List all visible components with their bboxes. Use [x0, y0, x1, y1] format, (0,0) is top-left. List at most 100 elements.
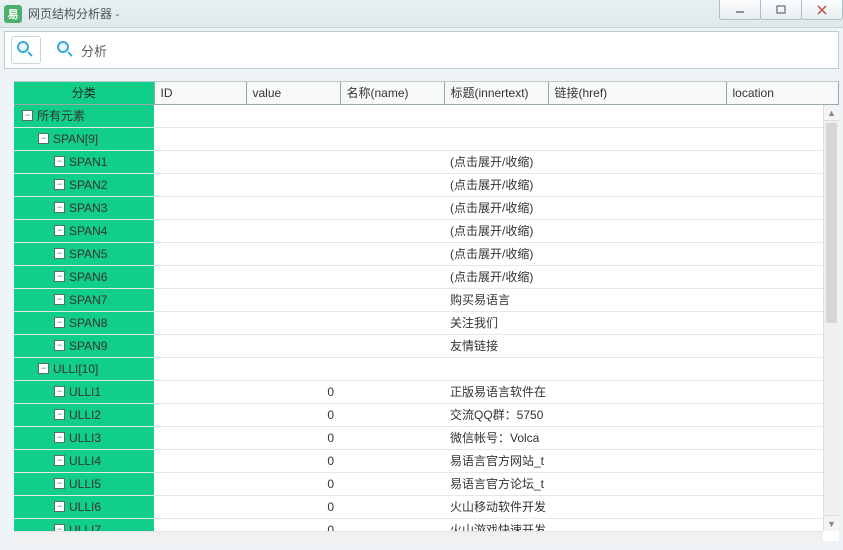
tree-cell[interactable]: −ULLI6 — [14, 495, 154, 518]
tree-cell[interactable]: −ULLI2 — [14, 403, 154, 426]
table-row[interactable]: −所有元素 — [14, 105, 839, 128]
table-row[interactable]: −SPAN3(点击展开/收缩) — [14, 196, 839, 219]
cell-title: (点击展开/收缩) — [444, 265, 548, 288]
cell-title: 关注我们 — [444, 311, 548, 334]
scroll-up-icon[interactable]: ▲ — [824, 105, 839, 121]
expander-icon[interactable]: − — [54, 202, 65, 213]
close-button[interactable] — [801, 0, 843, 20]
expander-icon[interactable]: − — [54, 179, 65, 190]
col-href[interactable]: 链接(href) — [548, 82, 726, 104]
expander-icon[interactable]: − — [54, 409, 65, 420]
expander-icon[interactable]: − — [54, 294, 65, 305]
titlebar[interactable]: 易 网页结构分析器 - — [0, 0, 843, 28]
tree-cell[interactable]: −SPAN7 — [14, 288, 154, 311]
cell-id — [154, 242, 246, 265]
scroll-down-icon[interactable]: ▼ — [824, 515, 839, 531]
table-row[interactable]: −ULLI30微信帐号：Volca — [14, 426, 839, 449]
expander-icon[interactable]: − — [54, 455, 65, 466]
tree-cell[interactable]: −ULLI4 — [14, 449, 154, 472]
cell-name — [340, 219, 444, 242]
col-location[interactable]: location — [726, 82, 839, 104]
col-id[interactable]: ID — [154, 82, 246, 104]
tree-cell[interactable]: −SPAN1 — [14, 150, 154, 173]
tree-cell[interactable]: −SPAN8 — [14, 311, 154, 334]
table-row[interactable]: −SPAN8 关注我们 — [14, 311, 839, 334]
expander-icon[interactable]: − — [54, 156, 65, 167]
cell-value — [246, 357, 340, 380]
table-row[interactable]: −SPAN9友情链接 — [14, 334, 839, 357]
tree-cell[interactable]: −SPAN6 — [14, 265, 154, 288]
expander-icon[interactable]: − — [54, 501, 65, 512]
table-row[interactable]: −SPAN1(点击展开/收缩) — [14, 150, 839, 173]
cell-title: 火山移动软件开发 — [444, 495, 548, 518]
tree-label: 所有元素 — [37, 107, 85, 124]
window-controls — [720, 0, 843, 20]
table-row[interactable]: −ULLI[10] — [14, 357, 839, 380]
analyze-button[interactable]: 分析 — [57, 41, 107, 60]
table-row[interactable]: −SPAN5(点击展开/收缩) — [14, 242, 839, 265]
cell-name — [340, 127, 444, 150]
tree-cell[interactable]: −SPAN4 — [14, 219, 154, 242]
tree-cell[interactable]: −SPAN2 — [14, 173, 154, 196]
table-row[interactable]: −SPAN7购买易语言 — [14, 288, 839, 311]
col-tree[interactable]: 分类 — [14, 82, 154, 104]
scroll-thumb[interactable] — [826, 123, 837, 323]
tree-cell[interactable]: −SPAN9 — [14, 334, 154, 357]
col-name[interactable]: 名称(name) — [340, 82, 444, 104]
maximize-button[interactable] — [760, 0, 802, 20]
vertical-scrollbar[interactable]: ▲ ▼ — [823, 105, 839, 531]
table-row[interactable]: −ULLI50易语言官方论坛_t — [14, 472, 839, 495]
expander-icon[interactable]: − — [54, 340, 65, 351]
col-title[interactable]: 标题(innertext) — [444, 82, 548, 104]
cell-name — [340, 105, 444, 128]
tree-cell[interactable]: −SPAN[9] — [14, 127, 154, 150]
table-row[interactable]: −ULLI60火山移动软件开发 — [14, 495, 839, 518]
cell-value — [246, 334, 340, 357]
expander-icon[interactable]: − — [38, 133, 49, 144]
tree-cell[interactable]: −所有元素 — [14, 105, 154, 128]
tree-cell[interactable]: −SPAN3 — [14, 196, 154, 219]
expander-icon[interactable]: − — [54, 386, 65, 397]
cell-href — [548, 403, 726, 426]
table-row[interactable]: −SPAN2(点击展开/收缩) — [14, 173, 839, 196]
table-row[interactable]: −ULLI40易语言官方网站_t — [14, 449, 839, 472]
cell-href — [548, 196, 726, 219]
cell-href — [548, 150, 726, 173]
tree-label: SPAN8 — [69, 316, 107, 330]
tree-cell[interactable]: −ULLI1 — [14, 380, 154, 403]
cell-value — [246, 150, 340, 173]
cell-id — [154, 105, 246, 128]
cell-href — [548, 127, 726, 150]
expander-icon[interactable]: − — [38, 363, 49, 374]
tree-cell[interactable]: −ULLI[10] — [14, 357, 154, 380]
table-row[interactable]: −SPAN[9] — [14, 127, 839, 150]
toolbar: 分析 — [4, 31, 839, 69]
tree-label: SPAN7 — [69, 293, 107, 307]
cell-id — [154, 288, 246, 311]
expander-icon[interactable]: − — [54, 317, 65, 328]
table-row[interactable]: −ULLI20交流QQ群：5750 — [14, 403, 839, 426]
tree-cell[interactable]: −SPAN5 — [14, 242, 154, 265]
expander-icon[interactable]: − — [22, 110, 33, 121]
expander-icon[interactable]: − — [54, 432, 65, 443]
minimize-button[interactable] — [719, 0, 761, 20]
expander-icon[interactable]: − — [54, 271, 65, 282]
table-row[interactable]: −SPAN4(点击展开/收缩) — [14, 219, 839, 242]
expander-icon[interactable]: − — [54, 225, 65, 236]
cell-name — [340, 334, 444, 357]
tree-label: ULLI[10] — [53, 362, 98, 376]
tree-cell[interactable]: −ULLI3 — [14, 426, 154, 449]
grid-body[interactable]: −所有元素−SPAN[9]−SPAN1(点击展开/收缩)−SPAN2(点击展开/… — [14, 105, 839, 541]
col-value[interactable]: value — [246, 82, 340, 104]
expander-icon[interactable]: − — [54, 248, 65, 259]
tree-cell[interactable]: −ULLI5 — [14, 472, 154, 495]
horizontal-scrollbar[interactable] — [14, 531, 823, 541]
cell-href — [548, 426, 726, 449]
search-button[interactable] — [11, 36, 41, 64]
expander-icon[interactable]: − — [54, 478, 65, 489]
cell-id — [154, 449, 246, 472]
cell-value — [246, 311, 340, 334]
table-row[interactable]: −SPAN6 (点击展开/收缩) — [14, 265, 839, 288]
cell-name — [340, 403, 444, 426]
table-row[interactable]: −ULLI10正版易语言软件在 — [14, 380, 839, 403]
